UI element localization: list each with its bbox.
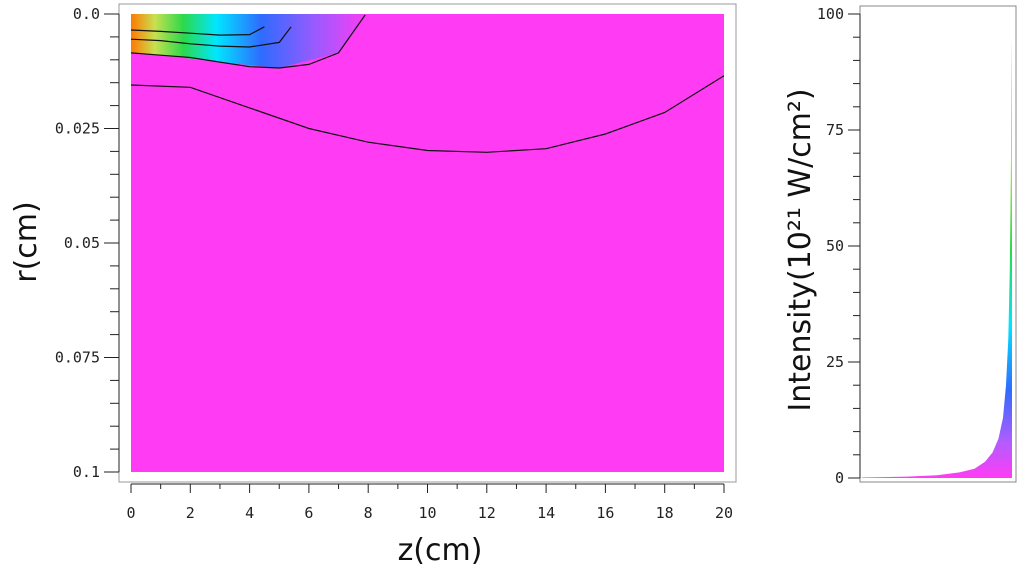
- intensity-tick-label: 50: [826, 237, 844, 255]
- x-tick-label: 18: [656, 504, 674, 522]
- contour-line-1: [130, 26, 265, 36]
- y-tick-label: 0.1: [73, 463, 100, 481]
- contour-line-2: [130, 26, 292, 48]
- heatmap-background: [131, 14, 724, 472]
- y-axis: 0.0 0.025 0.05 0.075 0.1: [55, 5, 120, 481]
- x-tick-label: 2: [186, 504, 195, 522]
- intensity-frame: [859, 5, 1017, 483]
- intensity-tick-label: 100: [817, 5, 844, 23]
- x-tick-label: 4: [245, 504, 254, 522]
- contour-line-3: [130, 14, 366, 69]
- y-axis-title: r(cm): [9, 201, 44, 282]
- contour-line-4: [130, 75, 725, 153]
- x-tick-label: 14: [537, 504, 555, 522]
- beam-core: [131, 14, 369, 68]
- intensity-tick-label: 25: [826, 353, 844, 371]
- x-tick-label: 16: [596, 504, 614, 522]
- intensity-area: [862, 37, 1012, 478]
- x-tick-label: 12: [478, 504, 496, 522]
- intensity-panel: 0 25 50 75 100 Intensity(10²¹ W/cm²): [783, 5, 1017, 487]
- x-tick-label: 0: [126, 504, 135, 522]
- x-axis: 0 2 4 6 8 10 12 14 16 18 20: [126, 483, 733, 522]
- intensity-y-axis: 0 25 50 75 100: [817, 5, 861, 487]
- y-tick-label: 0.025: [55, 120, 100, 138]
- y-tick-label: 0.075: [55, 349, 100, 367]
- intensity-tick-label: 0: [835, 469, 844, 487]
- x-tick-label: 8: [364, 504, 373, 522]
- heatmap-panel: 0 2 4 6 8 10 12 14 16 18 20 0.0 0.025 0.05 0.075 0.1 z…: [9, 3, 737, 568]
- intensity-axis-title: Intensity(10²¹ W/cm²): [783, 88, 818, 411]
- x-tick-label: 6: [304, 504, 313, 522]
- y-tick-label: 0.0: [73, 5, 100, 23]
- x-tick-label: 10: [418, 504, 436, 522]
- x-axis-title: z(cm): [398, 533, 483, 568]
- contour-lines: [130, 14, 725, 153]
- intensity-tick-label: 75: [826, 121, 844, 139]
- y-tick-label: 0.05: [64, 234, 100, 252]
- x-tick-label: 20: [715, 504, 733, 522]
